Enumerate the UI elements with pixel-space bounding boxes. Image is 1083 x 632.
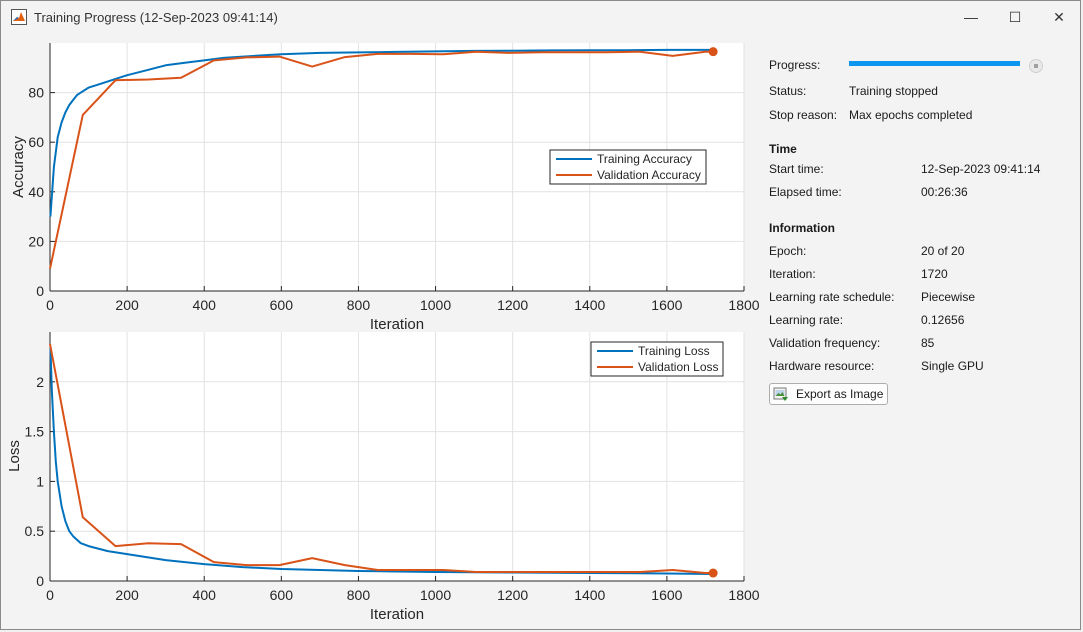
hardware-resource-label: Hardware resource:	[769, 359, 875, 373]
status-label: Status:	[769, 84, 807, 98]
y-tick-label: 80	[28, 85, 44, 101]
x-tick-label: 400	[193, 587, 217, 603]
y-tick-label: 0	[36, 573, 44, 589]
series-line-0	[49, 346, 714, 575]
final-validation-marker	[708, 47, 718, 57]
x-tick-label: 0	[46, 587, 54, 603]
epoch-label: Epoch:	[769, 244, 807, 258]
validation-frequency-value: 85	[921, 336, 935, 350]
final-validation-marker	[708, 568, 718, 578]
minimize-icon: —	[964, 9, 978, 25]
start-time-label: Start time:	[769, 162, 824, 176]
legend-box	[590, 341, 724, 377]
elapsed-time-label: Elapsed time:	[769, 185, 842, 199]
x-tick-label: 200	[115, 297, 139, 313]
x-tick-label: 800	[347, 587, 371, 603]
y-tick-label: 40	[28, 184, 44, 200]
x-tick-label: 1000	[420, 587, 451, 603]
x-tick-label: 1400	[574, 587, 605, 603]
time-heading: Time	[769, 142, 797, 156]
export-as-image-button[interactable]: Export as Image	[769, 383, 888, 405]
x-tick-label: 1800	[728, 587, 759, 603]
y-axis-label: Accuracy	[10, 136, 27, 198]
validation-frequency-label: Validation frequency:	[769, 336, 881, 350]
start-time-value: 12-Sep-2023 09:41:14	[921, 162, 1041, 176]
legend-entry-0: Training Accuracy	[597, 152, 692, 166]
x-tick-label: 1600	[651, 297, 682, 313]
stop-training-button[interactable]	[1029, 59, 1043, 73]
x-tick-label: 1800	[728, 297, 759, 313]
window-title: Training Progress (12-Sep-2023 09:41:14)	[34, 10, 278, 25]
x-tick-label: 600	[270, 587, 294, 603]
y-tick-label: 2	[36, 374, 44, 390]
elapsed-time-value: 00:26:36	[921, 185, 968, 199]
y-tick-label: 1	[36, 473, 44, 489]
maximize-icon: ☐	[1008, 8, 1022, 25]
y-tick-label: 0	[36, 283, 44, 299]
information-heading: Information	[769, 221, 835, 235]
x-tick-label: 1400	[574, 297, 605, 313]
y-tick-label: 20	[28, 233, 44, 249]
stop-reason-label: Stop reason:	[769, 108, 838, 122]
hardware-resource-value: Single GPU	[921, 359, 984, 373]
close-button[interactable]: ✕	[1036, 1, 1082, 33]
iteration-value: 1720	[921, 267, 948, 281]
y-tick-label: 0.5	[25, 523, 45, 539]
lr-schedule-label: Learning rate schedule:	[769, 290, 895, 304]
close-icon: ✕	[1053, 8, 1065, 25]
training-plots: 0 200 400 600 800 1000 1200 1400 1600 18000204060…	[6, 43, 760, 623]
legend-entry-0: Training Loss	[638, 344, 710, 358]
legend-entry-1: Validation Accuracy	[597, 168, 701, 182]
progress-label: Progress:	[769, 58, 821, 72]
matlab-icon	[11, 9, 27, 25]
plot-area: 0 200 400 600 800 1000 1200 1400 1600 1800 0 20 40 60…	[1, 33, 761, 631]
series-line-1	[49, 343, 714, 574]
series-line-0	[49, 48, 714, 217]
legend-box	[549, 149, 707, 185]
x-tick-label: 600	[270, 297, 294, 313]
stop-reason-value: Max epochs completed	[849, 108, 973, 122]
y-axis-label: Loss	[6, 440, 23, 472]
learning-rate-label: Learning rate:	[769, 313, 844, 327]
x-tick-label: 1600	[651, 587, 682, 603]
x-tick-label: 400	[193, 297, 217, 313]
x-tick-label: 1000	[420, 297, 451, 313]
info-panel: Progress: Status: Training stopped Stop …	[761, 33, 1082, 631]
export-image-icon	[773, 387, 788, 401]
progress-bar	[849, 61, 1020, 66]
x-tick-label: 800	[347, 297, 371, 313]
export-as-image-label: Export as Image	[796, 387, 884, 401]
series-line-1	[49, 50, 714, 269]
minimize-button[interactable]: —	[948, 1, 994, 33]
x-tick-label: 1200	[497, 587, 528, 603]
title-bar[interactable]: Training Progress (12-Sep-2023 09:41:14)…	[1, 1, 1080, 33]
maximize-button[interactable]: ☐	[992, 1, 1038, 33]
x-axis-label: Iteration	[370, 606, 424, 623]
lr-schedule-value: Piecewise	[921, 290, 976, 304]
x-tick-label: 0	[46, 297, 54, 313]
legend-entry-1: Validation Loss	[638, 360, 719, 374]
x-axis-label: Iteration	[370, 316, 424, 333]
x-tick-label: 1200	[497, 297, 528, 313]
learning-rate-value: 0.12656	[921, 313, 965, 327]
y-tick-label: 60	[28, 134, 44, 150]
epoch-value: 20 of 20	[921, 244, 965, 258]
y-tick-label: 1.5	[25, 424, 45, 440]
iteration-label: Iteration:	[769, 267, 816, 281]
status-value: Training stopped	[849, 84, 938, 98]
x-tick-label: 200	[115, 587, 139, 603]
